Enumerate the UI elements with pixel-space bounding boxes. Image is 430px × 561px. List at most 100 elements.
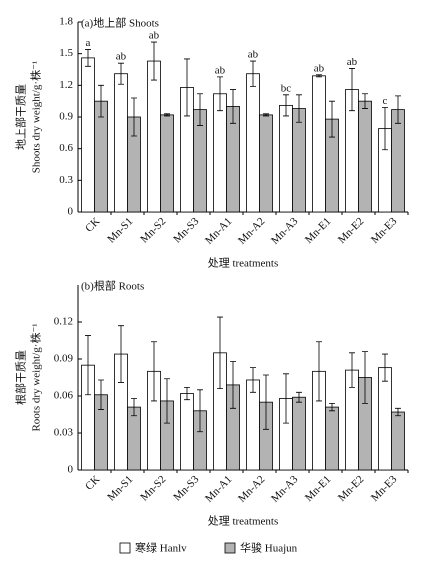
x-tick-label: Mn-A2 bbox=[236, 215, 267, 246]
significance-letter: ab bbox=[314, 62, 325, 74]
x-tick-label: Mn-A1 bbox=[203, 473, 234, 504]
error-bar bbox=[395, 407, 401, 417]
x-tick-label: Mn-A3 bbox=[269, 215, 301, 247]
y-tick-label: 0.12 bbox=[54, 316, 73, 328]
error-bar bbox=[329, 403, 335, 412]
y-tick-label: 0.9 bbox=[59, 111, 73, 123]
error-bar bbox=[230, 89, 236, 124]
x-label: 处理 treatments bbox=[208, 515, 279, 528]
bar bbox=[378, 367, 392, 471]
error-bar bbox=[230, 361, 236, 409]
error-bar bbox=[164, 378, 170, 424]
error-bar bbox=[349, 68, 355, 112]
error-bar bbox=[362, 93, 368, 109]
bar bbox=[292, 108, 306, 213]
legend-swatch bbox=[224, 542, 236, 554]
y-tick-label: 0.09 bbox=[54, 353, 74, 365]
bar bbox=[259, 114, 273, 213]
x-tick-label: CK bbox=[83, 473, 102, 492]
error-bar bbox=[85, 49, 91, 67]
significance-letter: ab bbox=[116, 51, 127, 63]
error-bar bbox=[263, 113, 269, 117]
bar bbox=[279, 104, 293, 213]
error-bar bbox=[316, 341, 322, 402]
bar bbox=[246, 73, 260, 213]
significance-letter: ab bbox=[248, 49, 259, 61]
y-label: Roots dry weight/g·株⁻¹ bbox=[29, 323, 43, 431]
x-tick-label: Mn-E3 bbox=[369, 473, 400, 504]
x-tick-label: Mn-E1 bbox=[303, 215, 334, 246]
error-bar bbox=[296, 391, 302, 403]
bar bbox=[127, 406, 141, 471]
error-bar bbox=[283, 94, 289, 117]
legend-swatch bbox=[119, 542, 131, 554]
error-bar bbox=[382, 353, 388, 382]
x-tick-label: Mn-E2 bbox=[336, 215, 367, 246]
x-tick-label: Mn-S1 bbox=[105, 215, 135, 245]
significance-letter: c bbox=[383, 95, 388, 107]
bar bbox=[325, 406, 339, 471]
bar bbox=[180, 393, 194, 471]
bar bbox=[94, 100, 108, 213]
x-tick-label: Mn-S3 bbox=[171, 215, 201, 245]
x-tick-label: CK bbox=[83, 215, 102, 234]
bar bbox=[160, 114, 174, 213]
bar bbox=[391, 109, 405, 213]
error-bar bbox=[296, 94, 302, 123]
x-tick-label: Mn-S2 bbox=[138, 473, 168, 503]
y-label: 地上部干质量 bbox=[14, 84, 28, 150]
y-tick-label: 0 bbox=[68, 464, 74, 476]
error-bar bbox=[263, 374, 269, 430]
significance-letter: bc bbox=[281, 82, 292, 94]
x-tick-label: Mn-E1 bbox=[303, 473, 334, 504]
significance-letter: ab bbox=[347, 56, 358, 68]
error-bar bbox=[164, 113, 170, 117]
error-bar bbox=[217, 76, 223, 112]
chart-title: (b)根部 Roots bbox=[81, 279, 144, 293]
y-tick-label: 0.6 bbox=[59, 142, 73, 154]
error-bar bbox=[98, 379, 104, 410]
bar bbox=[213, 93, 227, 213]
error-bar bbox=[316, 74, 322, 78]
x-tick-label: Mn-A2 bbox=[236, 473, 267, 504]
bar bbox=[246, 379, 260, 471]
error-bar bbox=[151, 341, 157, 402]
y-tick-label: 0.3 bbox=[59, 174, 73, 186]
x-tick-label: Mn-S2 bbox=[138, 215, 168, 245]
error-bar bbox=[395, 95, 401, 124]
significance-letter: a bbox=[86, 37, 91, 49]
bar bbox=[312, 75, 326, 213]
legend-label: 华骏 Huajun bbox=[240, 541, 298, 555]
significance-letter: ab bbox=[215, 64, 226, 76]
legend-label: 寒绿 Hanlv bbox=[135, 541, 187, 555]
error-bar bbox=[131, 398, 137, 417]
bar bbox=[114, 73, 128, 213]
chart-title: (a)地上部 Shoots bbox=[81, 16, 159, 30]
x-tick-label: Mn-A1 bbox=[203, 215, 234, 246]
x-tick-label: Mn-S1 bbox=[105, 473, 135, 503]
error-bar bbox=[283, 373, 289, 424]
error-bar bbox=[151, 41, 157, 81]
error-bar bbox=[184, 58, 190, 117]
y-tick-label: 0 bbox=[68, 206, 74, 218]
significance-letter: ab bbox=[149, 30, 160, 42]
y-tick-label: 1.5 bbox=[59, 47, 73, 59]
y-tick-label: 1.2 bbox=[59, 79, 73, 91]
error-bar bbox=[329, 100, 335, 138]
y-label: 根部干质量 bbox=[14, 350, 28, 405]
error-bar bbox=[349, 352, 355, 388]
bar bbox=[358, 100, 372, 213]
error-bar bbox=[98, 84, 104, 118]
error-bar bbox=[184, 386, 190, 401]
error-bar bbox=[197, 389, 203, 433]
x-tick-label: Mn-A3 bbox=[269, 473, 301, 505]
bar bbox=[391, 411, 405, 471]
error-bar bbox=[197, 93, 203, 126]
y-tick-label: 0.06 bbox=[54, 390, 74, 402]
bar bbox=[81, 57, 95, 213]
error-bar bbox=[250, 60, 256, 87]
error-bar bbox=[362, 351, 368, 404]
y-label: Shoots dry weight/g·株⁻¹ bbox=[29, 61, 43, 173]
bar bbox=[147, 60, 161, 213]
